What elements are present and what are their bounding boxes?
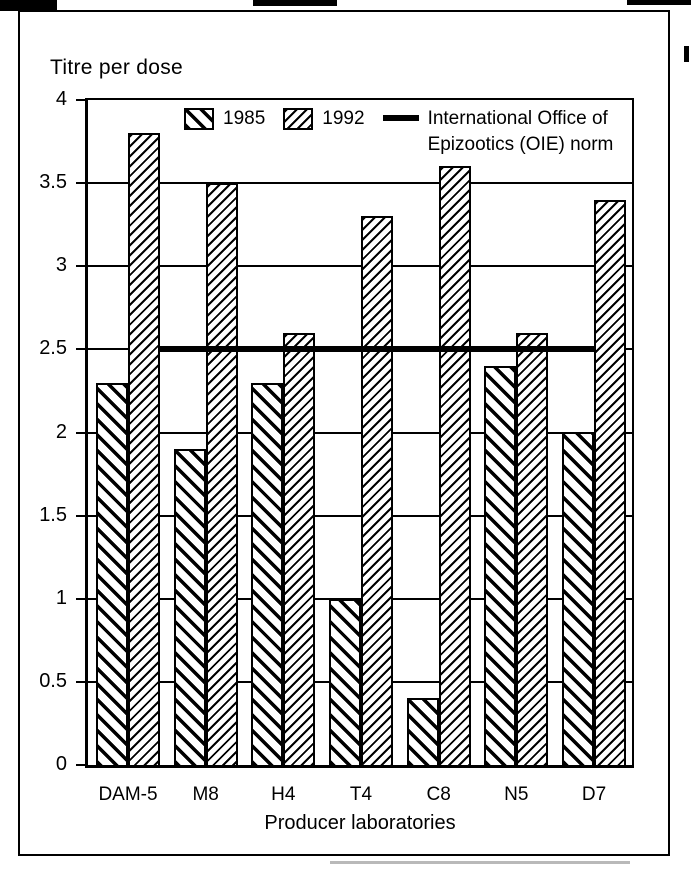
bar-1985-C8 [406, 698, 439, 765]
bar-1985-N5 [484, 366, 517, 765]
bar-1985-DAM-5 [96, 383, 128, 765]
y-tick-label-3.5: 3.5 [39, 171, 67, 194]
x-category-label-D7: D7 [581, 784, 607, 805]
bar-1992-DAM-5 [128, 133, 160, 765]
y-tick-label-1: 1 [55, 586, 67, 609]
gridline-1 [88, 597, 632, 600]
y-tick-0.5 [76, 680, 85, 683]
figure-border [18, 10, 670, 856]
y-tick-label-2: 2 [55, 420, 67, 443]
y-tick-1.5 [76, 514, 85, 517]
x-category-label-T4: T4 [349, 784, 373, 805]
bar-1985-T4 [329, 599, 361, 765]
x-axis-title: Producer laboratories [264, 812, 456, 834]
gridline-1.5 [88, 514, 632, 517]
legend-norm-label-line1: International Office of [427, 108, 608, 129]
legend-item-oie-norm: International Office of Epizootics (OIE)… [382, 106, 614, 157]
y-tick-2 [76, 431, 85, 434]
x-category-label-DAM-5: DAM-5 [98, 784, 158, 805]
y-tick-label-2.5: 2.5 [39, 337, 67, 360]
legend-label-1985: 1985 [223, 108, 266, 129]
y-tick-label-3: 3 [55, 254, 67, 277]
bar-1985-H4 [251, 383, 284, 765]
legend-norm-line-icon [382, 115, 419, 121]
scan-artifact-bottom-smudge [330, 861, 630, 864]
x-category-label-M8: M8 [192, 784, 219, 805]
scan-artifact-right-edge [684, 46, 689, 62]
y-tick-label-0: 0 [55, 753, 67, 775]
bar-1985-D7 [562, 432, 594, 765]
plot-area: 1985 1992 International Office of Epizoo… [85, 98, 634, 768]
x-category-label-N5: N5 [504, 784, 529, 805]
bar-1992-M8 [205, 183, 238, 765]
bar-1992-N5 [516, 333, 549, 765]
y-tick-label-0.5: 0.5 [39, 669, 67, 692]
gridline-3 [88, 265, 632, 268]
bar-1992-T4 [361, 216, 393, 765]
gridline-3.5 [88, 182, 632, 185]
legend-label-1992: 1992 [322, 108, 365, 129]
legend-item-1992: 1992 [283, 106, 365, 132]
y-tick-1 [76, 597, 85, 600]
bar-1985-M8 [173, 449, 206, 765]
bar-1992-C8 [438, 166, 471, 765]
x-category-label-H4: H4 [271, 784, 296, 805]
legend-swatch-1985-hatch-icon [184, 108, 214, 130]
scan-artifact-top-left [0, 0, 57, 11]
legend-swatch-1992-hatch-icon [283, 108, 314, 130]
oie-norm-line [160, 346, 594, 353]
y-tick-2.5 [76, 348, 85, 351]
gridline-2 [88, 431, 632, 434]
y-tick-label-4: 4 [55, 88, 67, 110]
y-tick-0 [76, 764, 85, 766]
legend-norm-label-line2: Epizootics (OIE) norm [427, 133, 614, 155]
y-tick-label-1.5: 1.5 [39, 503, 67, 526]
x-category-label-C8: C8 [426, 784, 451, 805]
legend-norm-label: International Office of Epizootics (OIE)… [428, 106, 614, 157]
y-tick-3 [76, 265, 85, 268]
legend: 1985 1992 International Office of Epizoo… [184, 106, 613, 157]
bar-1992-D7 [594, 200, 626, 765]
scan-artifact-top-mid [253, 0, 337, 6]
bar-1992-H4 [283, 333, 316, 765]
legend-item-1985: 1985 [184, 106, 265, 132]
scan-artifact-top-right [627, 0, 691, 5]
y-tick-3.5 [76, 182, 85, 185]
y-tick-4 [76, 99, 85, 101]
y-axis-title: Titre per dose [50, 56, 183, 79]
